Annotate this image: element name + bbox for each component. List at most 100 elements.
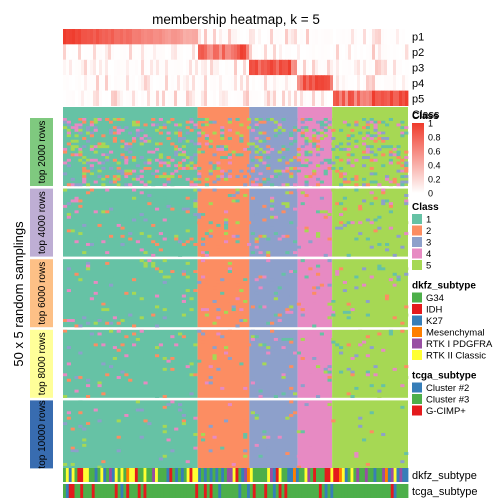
sampling-cell	[162, 172, 167, 176]
membership-cell	[330, 90, 334, 106]
bottom-track-cell	[379, 484, 383, 498]
sampling-cell	[258, 118, 263, 121]
sampling-cell	[86, 422, 91, 426]
sampling-cell	[239, 308, 244, 312]
sampling-cell	[216, 134, 221, 138]
membership-cell	[351, 90, 355, 106]
legend-tick-label: 0.4	[428, 161, 441, 171]
sampling-cell	[362, 118, 367, 121]
membership-cell	[162, 59, 166, 76]
sampling-cell	[365, 460, 370, 464]
sampling-cell	[327, 365, 332, 369]
sampling-cell	[147, 153, 152, 157]
bottom-track-cell	[172, 468, 176, 482]
sampling-cell	[339, 166, 344, 170]
sampling-cell	[120, 156, 125, 159]
membership-cell	[231, 75, 235, 91]
sampling-cell	[101, 177, 106, 181]
sampling-cell	[362, 137, 367, 140]
membership-row-p2	[63, 44, 409, 60]
sampling-cell	[385, 248, 390, 252]
sampling-cell	[189, 297, 194, 301]
sampling-cell	[381, 267, 386, 271]
sampling-cell	[135, 408, 140, 412]
membership-cell	[342, 29, 346, 45]
membership-cell	[198, 59, 202, 76]
membership-cell	[111, 59, 115, 76]
sampling-cell	[300, 357, 305, 360]
bottom-track-cell	[143, 468, 147, 482]
sampling-cell	[220, 386, 225, 390]
membership-cell	[336, 75, 340, 91]
bottom-track-cell	[65, 468, 70, 482]
sampling-cell	[139, 259, 144, 263]
sampling-cell	[369, 300, 374, 303]
sampling-cell	[243, 454, 248, 458]
sampling-cell	[300, 164, 305, 168]
sampling-cell	[281, 337, 286, 341]
sampling-cell	[235, 175, 240, 179]
bottom-track-cell	[152, 468, 156, 482]
sampling-cell	[174, 237, 179, 241]
sampling-cell	[204, 183, 209, 187]
sampling-cell	[193, 123, 198, 127]
sampling-cell	[254, 177, 259, 181]
sampling-cell	[208, 202, 213, 206]
membership-cell	[96, 29, 100, 45]
membership-cell	[243, 75, 247, 91]
sampling-cell	[388, 210, 393, 214]
membership-cell	[240, 44, 244, 60]
sampling-cell	[70, 161, 75, 165]
sampling-cell	[70, 145, 75, 149]
membership-cell	[321, 29, 325, 45]
sampling-cell	[105, 218, 110, 222]
sampling-cell	[155, 294, 160, 298]
membership-row-label: p3	[412, 63, 424, 75]
sampling-cell	[212, 153, 217, 157]
sampling-cell	[212, 161, 217, 165]
sampling-cell	[293, 251, 298, 255]
membership-cell	[312, 90, 316, 106]
sampling-cell	[247, 142, 252, 146]
sampling-cell	[227, 169, 232, 173]
sampling-cell	[243, 199, 248, 203]
sampling-cell	[212, 354, 217, 358]
sampling-cell	[105, 158, 110, 162]
sampling-cell	[369, 172, 374, 176]
sampling-cell	[258, 232, 263, 236]
membership-cell	[162, 90, 166, 106]
sampling-cell	[162, 126, 167, 130]
sampling-cell	[369, 191, 374, 195]
sampling-cell	[247, 175, 252, 179]
sampling-cell	[346, 370, 351, 374]
sampling-cell	[105, 308, 110, 312]
sampling-cell	[331, 161, 336, 165]
bottom-track-cell	[364, 468, 369, 482]
membership-cell	[174, 90, 178, 106]
sampling-cell	[308, 161, 313, 165]
sampling-cell	[342, 280, 347, 284]
sampling-cell	[124, 161, 129, 165]
membership-cell	[183, 59, 187, 76]
membership-cell	[180, 75, 184, 91]
sampling-cell	[316, 177, 321, 181]
membership-cell	[318, 90, 322, 106]
sampling-cell	[281, 202, 286, 206]
sampling-cell	[220, 232, 225, 236]
sampling-cell	[197, 180, 202, 184]
membership-cell	[372, 59, 376, 76]
sampling-cell	[78, 351, 83, 355]
sampling-cell	[63, 332, 68, 336]
sampling-cell	[70, 147, 75, 151]
membership-cell	[153, 75, 157, 91]
legend-item-label: G34	[426, 293, 444, 304]
sampling-cell	[86, 158, 91, 162]
membership-cell	[99, 44, 103, 60]
bottom-track-cell	[100, 484, 104, 498]
sampling-cell	[365, 354, 370, 358]
sampling-cell	[216, 452, 221, 455]
sampling-cell	[227, 229, 232, 233]
bottom-track-cell	[393, 484, 397, 498]
sampling-cell	[339, 172, 344, 176]
bottom-track-cell	[321, 484, 326, 498]
